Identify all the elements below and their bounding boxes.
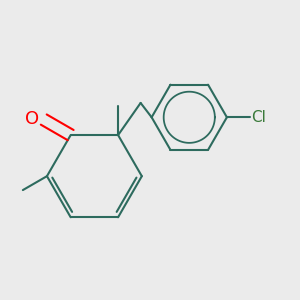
Text: Cl: Cl	[251, 110, 266, 125]
Text: O: O	[25, 110, 39, 128]
